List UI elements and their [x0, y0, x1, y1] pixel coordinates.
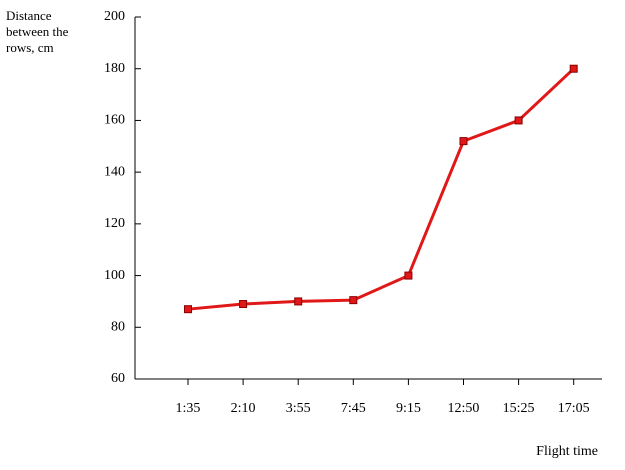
x-tick-label: 7:45: [341, 401, 366, 416]
x-tick-label: 9:15: [396, 401, 421, 416]
y-tick-label: 120: [104, 216, 125, 231]
data-point: [404, 271, 413, 280]
data-point: [349, 296, 358, 305]
data-point: [459, 137, 468, 146]
y-tick-label: 100: [104, 268, 125, 283]
x-tick-label: 15:25: [503, 401, 535, 416]
data-point: [184, 305, 192, 314]
x-axis-label: Flight time: [536, 444, 598, 459]
x-tick-label: 1:35: [176, 401, 201, 416]
x-tick-label: 2:10: [231, 401, 256, 416]
y-tick-label: 160: [104, 113, 125, 128]
y-tick-label: 80: [111, 320, 125, 335]
x-tick-label: 12:50: [448, 401, 480, 416]
y-tick-label: 200: [104, 9, 125, 24]
y-axis-label: Distance between the rows, cm: [6, 8, 69, 55]
data-point: [239, 300, 248, 309]
y-tick-label: 60: [111, 371, 125, 386]
data-point: [514, 116, 523, 125]
data-point: [294, 297, 303, 306]
y-tick-label: 140: [104, 164, 125, 179]
data-line: [187, 67, 575, 311]
y-tick-label: 180: [104, 61, 125, 76]
x-tick-label: 3:55: [286, 401, 311, 416]
x-tick-label: 17:05: [558, 401, 590, 416]
data-point: [569, 64, 578, 73]
